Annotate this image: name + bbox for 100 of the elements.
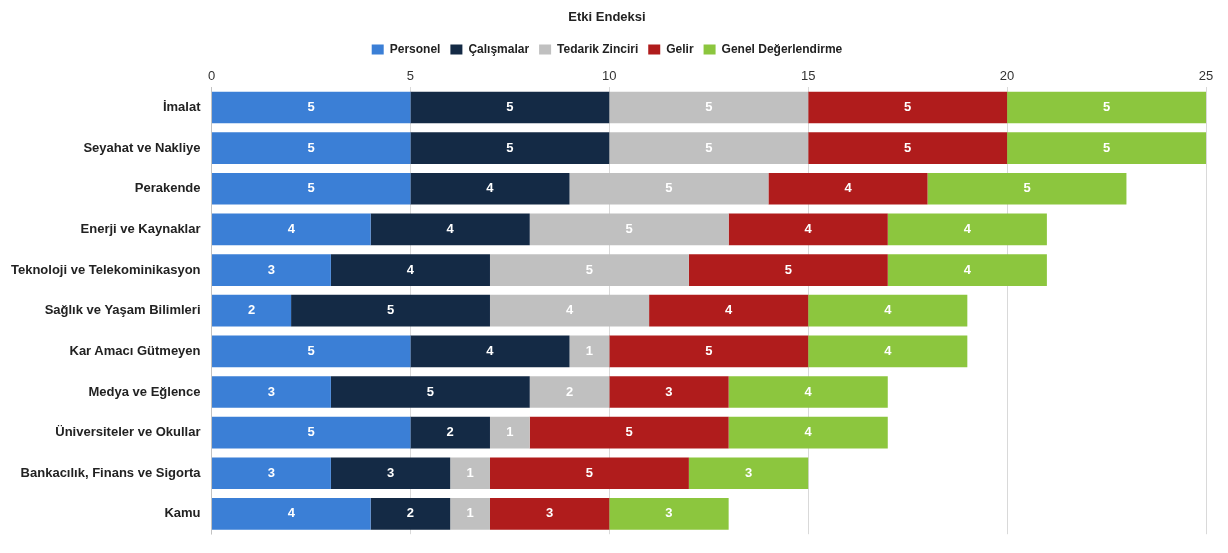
x-tick-label: 5 [406, 67, 415, 83]
bar [212, 213, 371, 246]
bar [370, 213, 530, 246]
data-label: 3 [267, 261, 276, 277]
data-label: 5 [506, 99, 514, 115]
bar [212, 498, 371, 530]
data-label: 4 [884, 342, 893, 358]
data-label: 5 [705, 139, 713, 155]
bar [330, 254, 490, 286]
y-tick-label: Kar Amacı Gütmeyen [69, 342, 201, 358]
bar [808, 335, 968, 368]
data-label: 3 [665, 383, 673, 399]
bar [410, 416, 490, 449]
legend-label: Çalışmalar [468, 41, 530, 56]
data-label: 1 [585, 342, 594, 358]
data-label: 2 [565, 383, 574, 399]
x-tick-label: 15 [800, 67, 816, 83]
data-label: 4 [446, 221, 455, 237]
bar [569, 172, 769, 205]
bar [410, 91, 610, 124]
y-tick-label: Üniversiteler ve Okullar [55, 424, 201, 440]
bar [212, 416, 411, 449]
bar [330, 376, 530, 408]
y-tick-label: Enerji ve Kaynaklar [80, 221, 201, 237]
bar [808, 132, 1008, 164]
data-label: 3 [546, 505, 554, 521]
data-label: 5 [386, 302, 395, 318]
bar [728, 416, 888, 449]
data-label: 4 [884, 302, 893, 318]
x-tick-label: 25 [1198, 67, 1214, 83]
bar [688, 254, 888, 286]
bar [291, 294, 490, 327]
y-tick-label: Sağlık ve Yaşam Bilimleri [44, 302, 201, 318]
data-label: 3 [386, 464, 395, 480]
data-label: 4 [963, 221, 972, 237]
x-tick-label: 0 [207, 67, 216, 83]
bar [808, 294, 968, 327]
data-label: 4 [725, 302, 734, 318]
data-label: 5 [1023, 180, 1031, 196]
data-label: 3 [267, 464, 276, 480]
y-tick-label: Medya ve Eğlence [88, 383, 201, 399]
data-label: 5 [307, 424, 315, 440]
bar [489, 294, 650, 327]
bar [212, 91, 411, 124]
bar [728, 213, 888, 246]
y-tick-label: Perakende [134, 180, 201, 196]
bar [1007, 91, 1206, 124]
data-label: 5 [784, 261, 792, 277]
data-label: 3 [744, 464, 753, 480]
bar [450, 498, 490, 530]
data-label: 4 [287, 221, 296, 237]
data-label: 4 [804, 424, 813, 440]
data-label: 5 [1102, 99, 1111, 115]
data-label: 4 [287, 505, 296, 521]
data-label: 5 [705, 342, 713, 358]
bar [410, 132, 610, 164]
data-label: 5 [307, 180, 315, 196]
data-label: 5 [307, 99, 315, 115]
data-label: 5 [506, 139, 514, 155]
data-label: 4 [844, 180, 853, 196]
bar [609, 376, 729, 408]
bar [529, 416, 729, 449]
legend-label: Gelir [666, 41, 694, 56]
x-tick-label: 20 [999, 67, 1015, 83]
data-label: 5 [904, 99, 912, 115]
data-label: 5 [904, 139, 912, 155]
data-label: 4 [963, 261, 972, 277]
bar [569, 335, 610, 368]
data-label: 2 [247, 302, 256, 318]
bar [212, 172, 411, 205]
bar [450, 457, 490, 490]
chart-title: Etki Endeksi [568, 9, 646, 25]
bar [212, 294, 292, 327]
y-tick-label: İmalat [162, 99, 202, 115]
legend-label: Personel [389, 41, 441, 56]
bar [370, 498, 451, 530]
data-label: 2 [406, 505, 415, 521]
bar [212, 457, 331, 490]
data-label: 5 [665, 180, 673, 196]
data-label: 5 [307, 342, 315, 358]
data-label: 2 [446, 424, 454, 440]
x-tick-label: 10 [602, 67, 617, 83]
data-label: 3 [665, 505, 673, 521]
bar [927, 172, 1127, 205]
bar [212, 335, 411, 368]
bar [728, 376, 888, 408]
bar [688, 457, 809, 490]
y-tick-label: Kamu [164, 505, 201, 521]
bar [768, 172, 928, 205]
bar [489, 457, 689, 490]
bar [489, 254, 689, 286]
bar [609, 132, 809, 164]
data-label: 5 [625, 221, 633, 237]
bar [529, 376, 610, 408]
bar [529, 213, 729, 246]
data-label: 4 [565, 302, 574, 318]
bar [808, 91, 1008, 124]
bar [212, 132, 411, 164]
bar [1007, 132, 1206, 164]
bar [212, 254, 331, 286]
